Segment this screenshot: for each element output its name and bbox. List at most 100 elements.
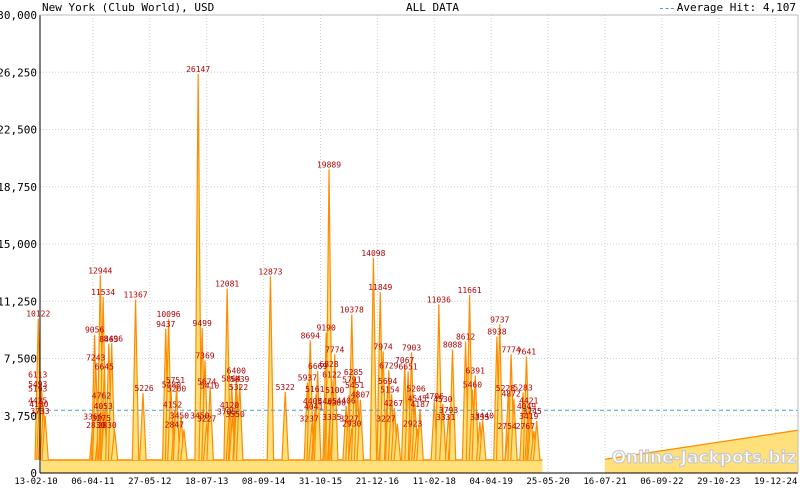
data-label: 3550 <box>226 410 245 419</box>
data-label: 3366 <box>83 413 102 422</box>
spike-fill <box>533 420 540 461</box>
data-label: 7903 <box>402 343 421 352</box>
data-label: 5751 <box>166 376 185 385</box>
data-label: 6729 <box>379 361 398 370</box>
y-tick-label: 26,250 <box>0 66 37 79</box>
spike-fill <box>510 398 518 461</box>
data-label: 3733 <box>30 407 49 416</box>
data-label: 3450 <box>170 411 189 420</box>
spike-line <box>194 73 202 461</box>
spike-line <box>110 429 119 461</box>
data-label: 5460 <box>463 381 482 390</box>
spike-line <box>330 354 339 461</box>
data-label: 10378 <box>340 306 364 315</box>
data-label: 7067 <box>395 356 414 365</box>
data-label: 5322 <box>276 383 295 392</box>
data-label: 8463 <box>99 335 118 344</box>
data-label: 8088 <box>443 341 462 350</box>
x-tick-label: 06-09-22 <box>640 477 683 487</box>
spike-line <box>495 324 504 461</box>
spike-line <box>416 409 424 461</box>
data-label: 12873 <box>258 267 282 276</box>
chart-period-label: ALL DATA <box>406 1 459 14</box>
spike-fill <box>439 403 447 461</box>
x-tick-label: 11-02-18 <box>413 477 456 487</box>
spike-fill <box>173 385 180 461</box>
legend-average-swatch <box>659 7 674 9</box>
y-tick-label: 18,750 <box>0 181 37 194</box>
data-label: 5193 <box>28 385 47 394</box>
spike-line <box>510 398 518 461</box>
data-label: 11661 <box>458 286 482 295</box>
spike-fill <box>111 429 118 461</box>
spike-line <box>266 276 275 461</box>
spike-fill <box>267 276 274 461</box>
data-label: 3793 <box>439 406 458 415</box>
y-tick-label: 15,000 <box>0 238 37 251</box>
data-label: 4425 <box>28 396 47 405</box>
data-label: 5410 <box>200 381 219 390</box>
spike-line <box>107 343 116 461</box>
spike-line <box>206 386 214 461</box>
spike-line <box>448 349 457 461</box>
data-label: 4049 <box>517 402 536 411</box>
spike-fill <box>282 391 289 461</box>
x-tick-label: 25-05-20 <box>526 477 569 487</box>
spike-line <box>439 403 447 461</box>
data-label: 6400 <box>227 366 246 375</box>
data-label: 7369 <box>195 351 214 360</box>
data-label: 5493 <box>28 380 47 389</box>
data-label: 2847 <box>165 421 184 430</box>
data-label: 4053 <box>94 402 113 411</box>
data-label: 3275 <box>92 414 111 423</box>
data-label: 7774 <box>501 345 520 354</box>
spike-fill <box>132 299 139 461</box>
y-tick-label: 0 <box>30 467 37 480</box>
chart-title: New York (Club World), USD <box>42 1 215 14</box>
data-label: 4706 <box>425 392 444 401</box>
spike-line <box>325 169 333 461</box>
data-label: 5154 <box>380 385 399 394</box>
x-tick-label: 16-07-21 <box>583 477 626 487</box>
spike-fill <box>496 324 503 461</box>
spike-fill <box>206 386 214 461</box>
x-tick-label: 04-04-19 <box>470 477 513 487</box>
data-label: 4530 <box>433 395 452 404</box>
data-label: 11367 <box>124 290 148 299</box>
spike-fill <box>449 349 456 461</box>
spike-line <box>235 383 244 461</box>
data-label: 9437 <box>156 320 175 329</box>
data-label: 4405 <box>303 397 322 406</box>
data-label: 2830 <box>86 421 105 430</box>
data-label: 6285 <box>344 368 363 377</box>
spike-fill <box>325 169 333 461</box>
data-label: 3705 <box>217 407 236 416</box>
x-tick-label: 27-05-12 <box>128 477 171 487</box>
spike-line <box>532 420 541 461</box>
spike-line <box>379 351 387 461</box>
data-label: 3745 <box>523 407 542 416</box>
data-label: 10122 <box>26 309 50 318</box>
spike-fill <box>41 416 49 461</box>
data-label: 5839 <box>230 375 249 384</box>
data-label: 9737 <box>490 315 509 324</box>
legend-average-label: Average Hit: 4,107 <box>676 1 796 14</box>
data-label: 5100 <box>325 386 344 395</box>
data-label: 5200 <box>167 385 186 394</box>
spike-fill <box>379 351 387 461</box>
spike-fill <box>139 393 147 461</box>
spike-line <box>139 393 147 461</box>
spike-line <box>369 257 378 461</box>
spike-line <box>313 371 322 461</box>
data-label: 11036 <box>427 296 451 305</box>
data-label: 12944 <box>88 266 112 275</box>
data-label: 8496 <box>104 334 123 343</box>
data-label: 2930 <box>342 419 361 428</box>
data-label: 9056 <box>85 326 104 335</box>
data-label: 5322 <box>229 383 248 392</box>
x-tick-label: 06-04-11 <box>71 477 114 487</box>
y-tick-label: 7,500 <box>4 353 37 366</box>
spike-fill <box>180 429 188 461</box>
data-label: 5206 <box>406 385 425 394</box>
data-label: 5226 <box>134 384 153 393</box>
